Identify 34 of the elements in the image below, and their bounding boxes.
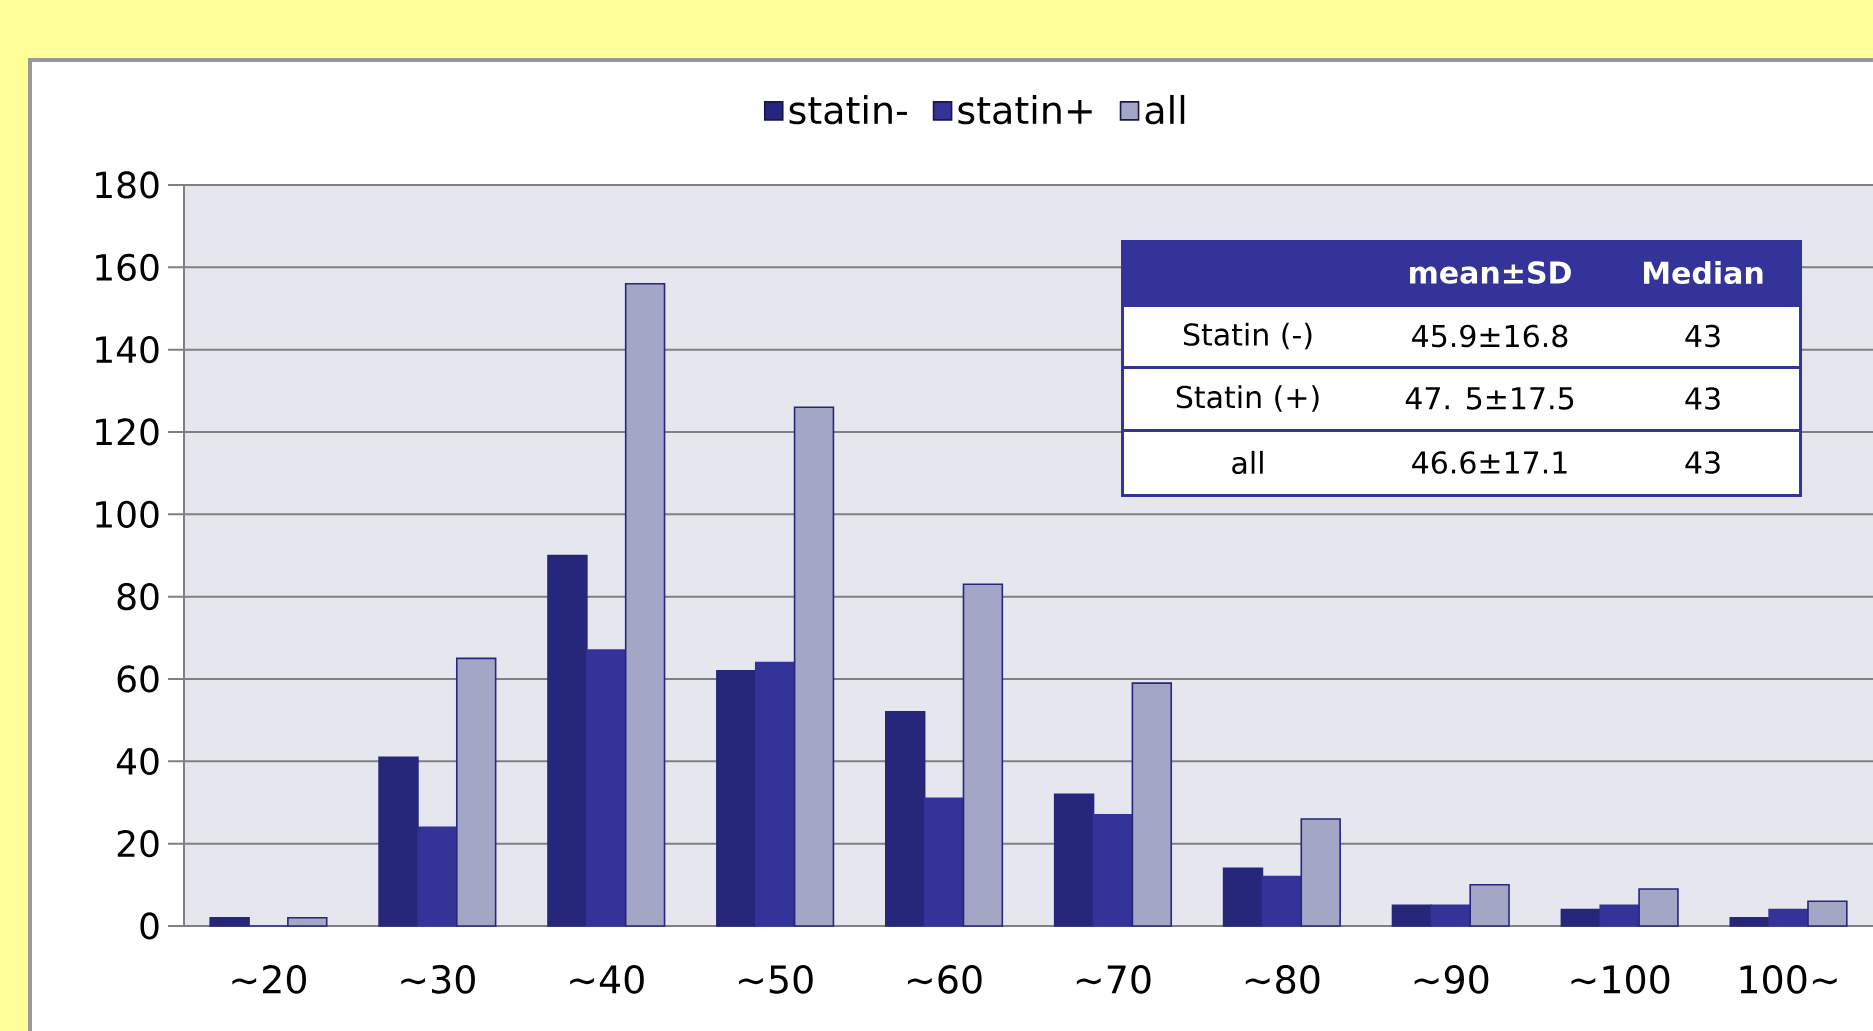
legend-label: statin+ (958, 94, 1092, 125)
x-tick-label: 100∼ (1740, 965, 1837, 994)
y-tick-label: 120 (96, 418, 159, 446)
x-tick-label: ∼50 (739, 965, 813, 994)
y-tick-label: 40 (116, 747, 159, 775)
annotation: 43 (1685, 324, 1720, 348)
annotation: Statin (-) (1183, 322, 1312, 350)
x-tick-label: ∼70 (1076, 965, 1151, 994)
y-tick-label: 100 (96, 500, 159, 528)
annotation: 45.9±16.8 (1412, 324, 1568, 348)
annotation: 47. 5±17.5 (1405, 387, 1574, 410)
x-tick-label: ∼30 (401, 965, 475, 994)
annotation: 46.6±17.1 (1412, 451, 1567, 474)
y-tick-label: 180 (96, 171, 159, 199)
x-tick-label: ∼100 (1571, 965, 1670, 994)
annotation: mean±SD (1410, 261, 1571, 284)
annotation: all (1232, 450, 1263, 475)
y-tick-label: 140 (96, 336, 159, 364)
annotation: Median (1644, 260, 1763, 285)
y-tick-label: 60 (117, 665, 159, 693)
annotation: 43 (1685, 387, 1720, 410)
annotation: Statin (+) (1176, 385, 1319, 412)
annotation: 43 (1685, 451, 1720, 474)
x-tick-label: ∼90 (1414, 965, 1489, 994)
y-tick-label: 80 (117, 583, 159, 611)
y-tick-label: 20 (117, 830, 159, 858)
legend-label: all (1145, 94, 1185, 125)
y-tick-label: 0 (140, 912, 159, 940)
y-tick-label: 160 (96, 253, 159, 281)
x-tick-label: ∼60 (907, 965, 982, 994)
x-tick-label: ∼40 (570, 965, 644, 994)
x-tick-label: ∼80 (1245, 965, 1320, 994)
legend-label: statin- (789, 94, 907, 125)
x-tick-label: ∼20 (232, 965, 307, 994)
